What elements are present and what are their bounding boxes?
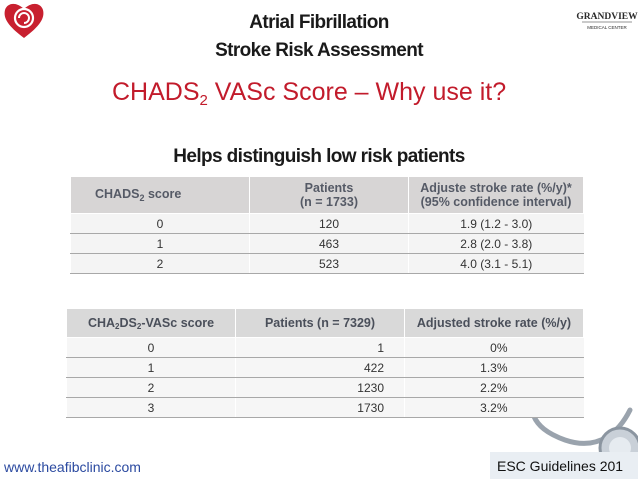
title-line-2: Stroke Risk Assessment [215,40,423,61]
website-link[interactable]: www.theafibclinic.com [4,459,141,475]
subtitle-rest: VASc Score – Why use it? [207,78,507,106]
footer-band [490,452,638,479]
title-line-1: Atrial Fibrillation [249,12,389,33]
chads2-table: CHADS2 score Patients (n = 1733) Adjuste … [70,176,584,274]
cell-patients: 463 [249,233,409,254]
grandview-logo-name: GRANDVIEW [576,12,638,22]
col-header-patients: Patients (n = 7329) [235,308,405,338]
cell-rate: 2.8 (2.0 - 3.8) [408,233,584,254]
cell-patients: 1730 [235,397,405,418]
cell-patients: 523 [249,253,409,274]
table-row: 0 1 0% [66,337,584,358]
cell-patients: 1 [235,337,405,358]
slide-subtitle: CHADS2 VASc Score – Why use it? [112,78,506,109]
table-header-row: CHADS2 score Patients (n = 1733) Adjuste … [70,176,584,214]
cell-rate: 4.0 (3.1 - 5.1) [408,253,584,274]
cell-score: 0 [66,337,236,358]
table-row: 2 523 4.0 (3.1 - 5.1) [70,253,584,274]
subtitle-main: CHADS [112,78,200,106]
col-header-stroke-rate: Adjusted stroke rate (%/y) [404,308,584,338]
cell-rate: 2.2% [404,377,584,398]
cell-score: 2 [66,377,236,398]
cell-score: 3 [66,397,236,418]
table-row: 0 120 1.9 (1.2 - 3.0) [70,213,584,234]
cell-rate: 1.3% [404,357,584,378]
cell-rate: 3.2% [404,397,584,418]
table-row: 2 1230 2.2% [66,377,584,398]
cell-rate: 0% [404,337,584,358]
col-header-stroke-rate: Adjuste stroke rate (%/y)* (95% confidenc… [408,176,584,214]
table-row: 3 1730 3.2% [66,397,584,418]
section-heading: Helps distinguish low risk patients [173,146,465,167]
cell-patients: 120 [249,213,409,234]
table-header-row: CHA2DS2-VASc score Patients (n = 7329) A… [66,308,584,338]
table-row: 1 463 2.8 (2.0 - 3.8) [70,233,584,254]
subtitle-subscript: 2 [199,92,208,109]
cell-rate: 1.9 (1.2 - 3.0) [408,213,584,234]
col-header-chads2: CHADS2 score [70,176,250,214]
afib-clinic-logo [2,0,46,40]
cell-score: 1 [70,233,250,254]
cell-patients: 422 [235,357,405,378]
grandview-logo-tag: MEDICAL CENTER [587,25,627,30]
cell-score: 1 [66,357,236,378]
cha2ds2-vasc-table: CHA2DS2-VASc score Patients (n = 7329) A… [66,308,584,418]
col-header-patients: Patients (n = 1733) [249,176,409,214]
grandview-logo: GRANDVIEW MEDICAL CENTER [576,4,638,40]
cell-score: 2 [70,253,250,274]
table-row: 1 422 1.3% [66,357,584,378]
cell-patients: 1230 [235,377,405,398]
cell-score: 0 [70,213,250,234]
col-header-cha2ds2-vasc: CHA2DS2-VASc score [66,308,236,338]
source-citation: ESC Guidelines 201 [497,458,624,474]
